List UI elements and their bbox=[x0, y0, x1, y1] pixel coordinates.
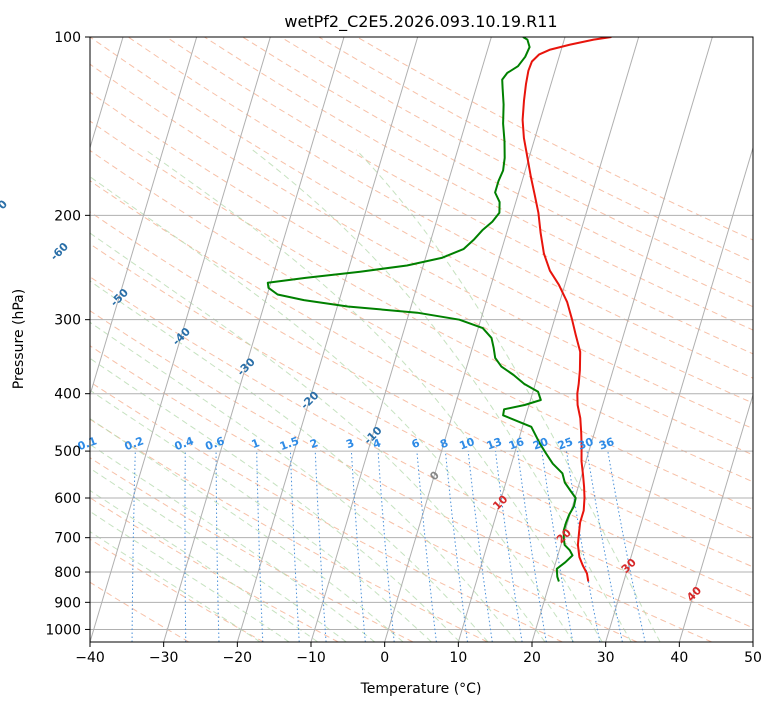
dry-adiabat bbox=[90, 418, 488, 642]
isotherm bbox=[678, 393, 753, 642]
mixing-ratio-line bbox=[607, 451, 646, 642]
mixing-ratio-label: 3 bbox=[344, 436, 356, 451]
dry-adiabat bbox=[90, 243, 753, 598]
x-axis-label: Temperature (°C) bbox=[360, 681, 482, 697]
mixing-ratio-label: 0.1 bbox=[76, 434, 99, 453]
y-tick-label: 800 bbox=[54, 565, 81, 581]
x-tick-label: −20 bbox=[223, 650, 253, 666]
isotherm bbox=[163, 37, 345, 642]
isotherm bbox=[90, 37, 198, 397]
x-tick-label: −30 bbox=[149, 650, 179, 666]
mixing-ratio-label: 1.5 bbox=[278, 434, 301, 453]
dry-adiabat bbox=[242, 37, 753, 308]
dry-adiabat bbox=[90, 149, 753, 510]
background-lines bbox=[82, 37, 753, 642]
y-axis-label: Pressure (hPa) bbox=[11, 289, 27, 389]
dry-adiabat bbox=[280, 37, 753, 285]
x-tick-label: 0 bbox=[380, 650, 389, 666]
mixing-ratio-label: 0.6 bbox=[204, 434, 227, 453]
y-tick-label: 700 bbox=[54, 531, 81, 547]
dry-adiabat bbox=[90, 211, 753, 568]
y-tick-label: 600 bbox=[54, 491, 81, 507]
dry-adiabat bbox=[90, 345, 638, 642]
dry-adiabat bbox=[127, 37, 753, 379]
mixing-ratio-label: 20 bbox=[531, 435, 550, 453]
x-tick-label: 30 bbox=[597, 650, 615, 666]
chart-title: wetPf2_C2E5.2026.093.10.19.R11 bbox=[284, 12, 557, 32]
isotherm bbox=[236, 37, 419, 642]
mixing-ratio-label: 25 bbox=[556, 435, 575, 452]
dewpoint-line bbox=[266, 37, 577, 582]
dry-adiabat bbox=[90, 457, 414, 642]
mixing-ratio-label: 30 bbox=[576, 435, 595, 453]
mixing-ratio-line bbox=[517, 451, 547, 642]
moist-adiabat bbox=[90, 232, 546, 642]
mixing-ratio-line bbox=[444, 451, 468, 642]
moist-adiabat bbox=[90, 467, 347, 642]
y-tick-label: 300 bbox=[54, 313, 81, 329]
dry-adiabat bbox=[90, 581, 190, 642]
y-tick-label: 1000 bbox=[45, 622, 81, 638]
temperature-line bbox=[521, 37, 612, 582]
isotherm bbox=[752, 640, 753, 642]
dry-adiabat bbox=[90, 91, 753, 456]
y-tick-label: 900 bbox=[54, 595, 81, 611]
isotherm bbox=[384, 37, 566, 642]
mixing-ratio-line bbox=[377, 451, 395, 642]
x-tick-label: 20 bbox=[523, 650, 541, 666]
mixing-ratio-label: 16 bbox=[507, 435, 526, 453]
y-tick-label: 200 bbox=[54, 208, 81, 224]
isotherm bbox=[90, 37, 124, 150]
dry-adiabat bbox=[90, 120, 753, 483]
isotherm bbox=[605, 146, 753, 642]
isotherm-label: -70 bbox=[0, 197, 10, 220]
mixing-ratio-label: 13 bbox=[485, 435, 504, 452]
plot-frame bbox=[89, 36, 754, 643]
mixing-ratio-label: 0.4 bbox=[173, 434, 196, 453]
dry-adiabat bbox=[166, 37, 753, 355]
plot-background bbox=[90, 37, 753, 642]
y-tick-label: 100 bbox=[54, 30, 81, 46]
mixing-ratio-label: 1 bbox=[250, 436, 262, 451]
mixing-ratio-line bbox=[416, 451, 437, 642]
isotherm bbox=[457, 37, 640, 642]
mixing-ratio-line bbox=[467, 451, 493, 642]
x-tick-label: 40 bbox=[670, 650, 688, 666]
x-tick-label: −40 bbox=[75, 650, 105, 666]
x-tick-label: −10 bbox=[296, 650, 326, 666]
mixing-ratio-label: 10 bbox=[458, 435, 477, 453]
mixing-ratio-label: 36 bbox=[597, 435, 616, 453]
dry-adiabat bbox=[90, 538, 264, 642]
mixing-ratio-label: 4 bbox=[371, 436, 383, 451]
mixing-ratio-label: 6 bbox=[410, 436, 422, 451]
isotherm bbox=[531, 37, 713, 642]
isotherm-label: -60 bbox=[48, 240, 71, 263]
y-tick-label: 400 bbox=[54, 387, 81, 403]
mixing-ratio-line bbox=[82, 451, 89, 642]
mixing-ratio-label: 8 bbox=[438, 436, 450, 451]
y-tick-label: 500 bbox=[54, 444, 81, 460]
mixing-ratio-line bbox=[350, 451, 366, 642]
mixing-ratio-label: 0.2 bbox=[123, 434, 146, 453]
x-tick-label: 10 bbox=[449, 650, 467, 666]
mixing-ratio-line bbox=[586, 451, 623, 642]
axes: −40 −30 −20 −10 0 10 20 30 40 50 1000 900 800 700 600 5… bbox=[45, 30, 762, 666]
isotherm bbox=[310, 37, 492, 642]
dry-adiabat bbox=[90, 310, 712, 642]
series-layer bbox=[266, 37, 612, 582]
dry-adiabat bbox=[90, 180, 753, 539]
x-tick-label: 50 bbox=[744, 650, 762, 666]
mixing-ratio-line bbox=[495, 451, 523, 642]
isotherm bbox=[90, 37, 271, 642]
mixing-ratio-label: 2 bbox=[308, 436, 320, 451]
